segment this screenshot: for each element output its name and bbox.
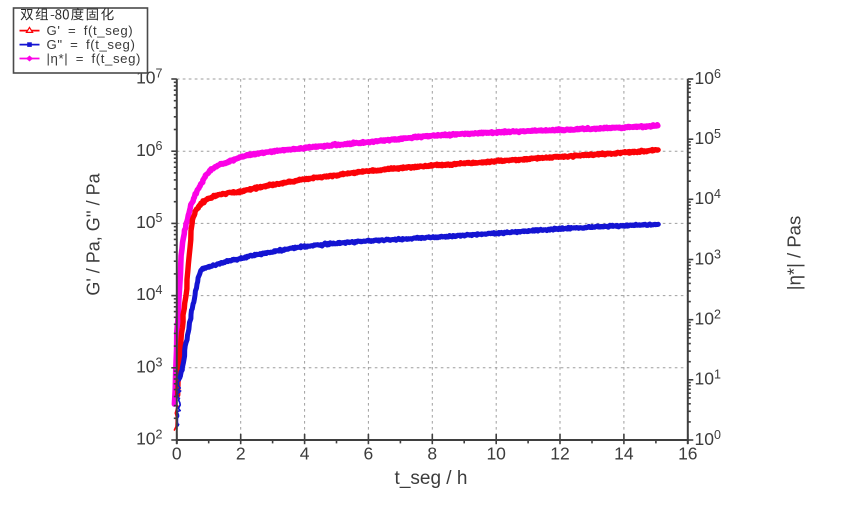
svg-text:|η*| / Pas: |η*| / Pas [784,216,805,290]
svg-text:G" = f(t_seg): G" = f(t_seg) [47,37,136,52]
svg-text:10: 10 [486,444,506,464]
svg-text:12: 12 [550,444,569,464]
svg-text:|η*| = f(t_seg): |η*| = f(t_seg) [47,51,142,66]
svg-text:G' / Pa, G'' / Pa: G' / Pa, G'' / Pa [84,172,104,295]
svg-text:G' = f(t_seg): G' = f(t_seg) [47,23,134,38]
svg-text:t_seg / h: t_seg / h [395,468,468,489]
svg-text:14: 14 [614,444,634,464]
svg-text:8: 8 [427,444,437,464]
svg-text:2: 2 [236,444,246,464]
svg-text:0: 0 [172,444,182,464]
svg-text:6: 6 [364,444,374,464]
svg-text:16: 16 [678,444,697,464]
svg-text:4: 4 [300,444,310,464]
